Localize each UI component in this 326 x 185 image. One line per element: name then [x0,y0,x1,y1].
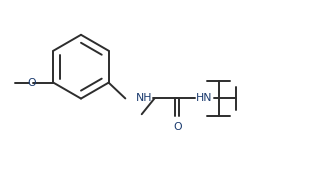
Text: HN: HN [196,93,213,103]
Text: O: O [173,122,182,132]
Text: O: O [27,78,36,88]
Text: NH: NH [136,93,152,103]
